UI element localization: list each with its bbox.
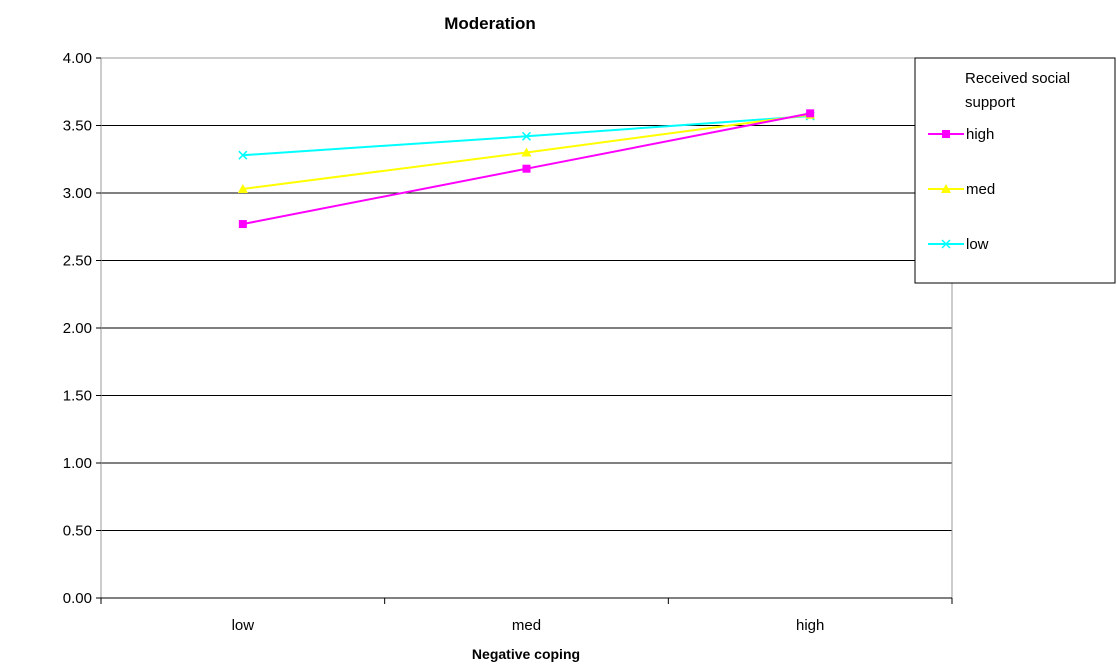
data-point-med: [237, 183, 248, 193]
legend-marker-high: [942, 130, 950, 138]
legend-label-low: low: [966, 236, 989, 253]
legend: Received social support high med low: [914, 57, 1116, 284]
data-point-low: [521, 131, 532, 141]
legend-item-med: med: [928, 181, 995, 198]
y-tick-label: 3.00: [63, 185, 92, 202]
data-point-high: [806, 109, 815, 118]
legend-marker-low: [941, 239, 951, 249]
x-tick-label: med: [512, 617, 541, 634]
legend-item-low: low: [928, 236, 989, 253]
legend-items: high med low: [928, 126, 995, 253]
x-axis: low med high: [100, 597, 953, 634]
x-axis-title: Negative coping: [472, 646, 580, 662]
y-tick-label: 4.00: [63, 50, 92, 67]
legend-label-med: med: [966, 181, 995, 198]
y-tick-label: 3.50: [63, 118, 92, 135]
grid-lines: [101, 125, 952, 531]
legend-label-high: high: [966, 126, 994, 143]
data-point-high: [522, 164, 531, 173]
data-point-med: [521, 147, 532, 157]
chart-title: Moderation: [444, 14, 536, 33]
y-axis: 0.00 0.50 1.00 1.50 2.00 2.50 3.00 3.50 4.00: [63, 50, 101, 607]
y-tick-label: 0.00: [63, 590, 92, 607]
series-high: [238, 109, 815, 229]
x-tick-label: high: [796, 617, 824, 634]
legend-title: Received social support: [965, 70, 1074, 111]
legend-marker-med: [941, 184, 951, 193]
y-tick-label: 0.50: [63, 523, 92, 540]
legend-box: [914, 57, 1116, 284]
y-tick-label: 2.00: [63, 320, 92, 337]
y-tick-label: 1.00: [63, 455, 92, 472]
y-tick-label: 2.50: [63, 253, 92, 270]
series-layer: [237, 109, 816, 229]
x-tick-label: low: [232, 617, 255, 634]
legend-item-high: high: [928, 126, 994, 143]
data-point-low: [238, 150, 248, 160]
data-point-high: [238, 220, 247, 229]
y-tick-label: 1.50: [63, 388, 92, 405]
